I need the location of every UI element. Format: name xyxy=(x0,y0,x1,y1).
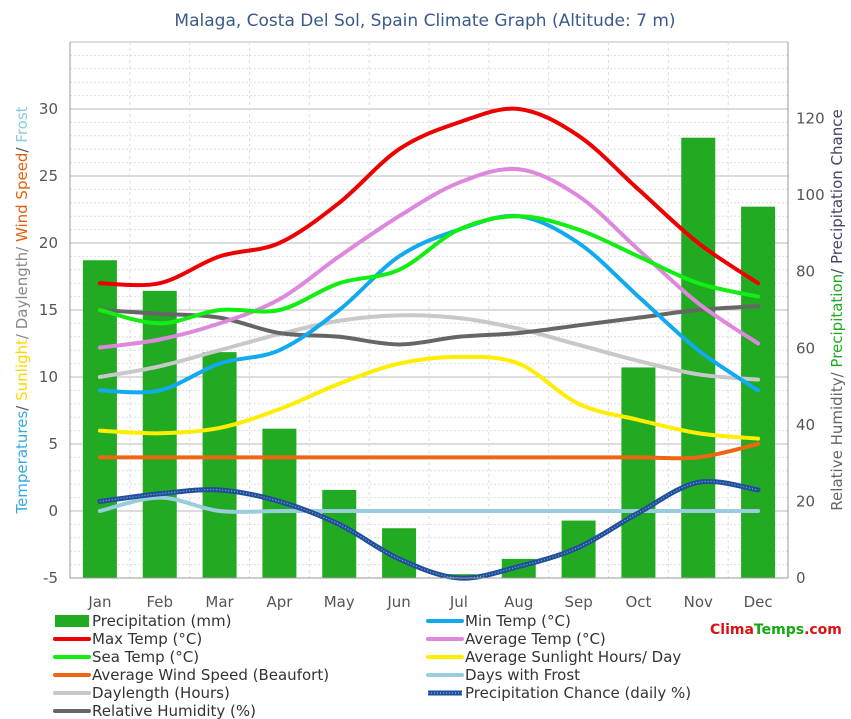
series-lines xyxy=(97,106,761,581)
y-tick-right: 80 xyxy=(796,263,815,281)
legend-label-daylen: Daylength (Hours) xyxy=(92,684,230,702)
legend-label-humid: Relative Humidity (%) xyxy=(92,702,256,719)
legend-swatch-precip xyxy=(55,615,89,627)
precip-bar-mar xyxy=(202,352,237,578)
precip-bar-oct xyxy=(621,367,656,578)
y-tick-left: 30 xyxy=(39,100,58,118)
y-axis-label-right: Relative Humidity/ Precipitation/ Precip… xyxy=(828,109,846,510)
grid-lines xyxy=(69,41,789,579)
brand-part-1: Clima xyxy=(710,622,754,638)
x-tick-apr: Apr xyxy=(266,593,293,611)
y-axis-label-left: Temperatures/ Sunlight/ Daylength/ Wind … xyxy=(13,106,31,514)
legend-label-avgt: Average Temp (°C) xyxy=(465,630,606,648)
series-line-wind xyxy=(97,442,761,461)
y-tick-left: 20 xyxy=(39,234,58,252)
legend-label-frost: Days with Frost xyxy=(465,666,580,684)
x-tick-oct: Oct xyxy=(625,593,651,611)
x-tick-jan: Jan xyxy=(87,593,111,611)
y-tick-left: 25 xyxy=(39,167,58,185)
y-tick-right: 60 xyxy=(796,339,815,357)
axis-label-part: Wind Speed xyxy=(13,153,31,243)
series-line-mint xyxy=(97,213,761,395)
legend-label-pchance: Precipitation Chance (daily %) xyxy=(465,684,691,702)
x-tick-jun: Jun xyxy=(386,593,410,611)
legend-label-sea: Sea Temp (°C) xyxy=(92,648,199,666)
legend-label-mint: Min Temp (°C) xyxy=(465,612,571,630)
axis-label-part: / Daylength/ xyxy=(13,242,31,339)
axis-label-part: / xyxy=(13,401,31,411)
series-line-daylen xyxy=(97,313,761,382)
y-tick-left: -5 xyxy=(43,569,58,587)
axes: -5 0 5 10 15 20 25 30 0 20 40 60 80 100 120 Jan Feb Mar Ap… xyxy=(39,42,825,611)
x-tick-mar: Mar xyxy=(205,593,234,611)
x-tick-sep: Sep xyxy=(564,593,592,611)
brand-part-2: Temps xyxy=(754,622,804,638)
y-tick-right: 40 xyxy=(796,416,815,434)
axis-label-part: Relative Humidity/ xyxy=(828,368,846,511)
x-tick-jul: Jul xyxy=(449,593,468,611)
precip-bar-jan xyxy=(82,260,117,578)
x-tick-nov: Nov xyxy=(684,593,713,611)
axis-label-part: Sunlight xyxy=(13,339,31,401)
legend-label-sun: Average Sunlight Hours/ Day xyxy=(465,648,681,666)
series-line-humid xyxy=(97,304,761,347)
y-tick-left: 10 xyxy=(39,368,58,386)
axis-label-part: Frost xyxy=(13,106,31,142)
y-tick-right: 20 xyxy=(796,492,815,510)
brand-part-3: .com xyxy=(804,622,842,638)
legend: Precipitation (mm)Max Temp (°C)Sea Temp … xyxy=(53,612,691,719)
x-tick-may: May xyxy=(324,593,355,611)
legend-label-precip: Precipitation (mm) xyxy=(92,612,231,630)
y-tick-left: 0 xyxy=(48,502,58,520)
y-tick-left: 5 xyxy=(48,435,58,453)
legend-label-wind: Average Wind Speed (Beaufort) xyxy=(92,666,329,684)
series-line-maxt xyxy=(97,106,761,288)
axis-label-part: Precipitation xyxy=(828,274,846,368)
x-tick-aug: Aug xyxy=(504,593,533,611)
axis-label-part: / Precipitation Chance xyxy=(828,109,846,274)
legend-label-maxt: Max Temp (°C) xyxy=(92,630,202,648)
y-tick-right: 120 xyxy=(796,110,825,128)
series-line-sea xyxy=(97,214,761,326)
series-line-pchance xyxy=(99,480,759,579)
x-tick-dec: Dec xyxy=(744,593,773,611)
chart-title: Malaga, Costa Del Sol, Spain Climate Gra… xyxy=(174,11,675,31)
series-line-avgt xyxy=(97,166,761,350)
y-tick-right: 0 xyxy=(796,569,806,587)
y-tick-right: 100 xyxy=(796,186,825,204)
precip-bar-may xyxy=(322,489,357,578)
series-line-sun xyxy=(97,354,761,441)
brand-logo: ClimaTemps.com xyxy=(710,622,842,638)
axis-label-part: / xyxy=(13,143,31,153)
axis-label-part: Temperatures xyxy=(13,411,31,515)
y-tick-left: 15 xyxy=(39,301,58,319)
x-tick-feb: Feb xyxy=(146,593,173,611)
